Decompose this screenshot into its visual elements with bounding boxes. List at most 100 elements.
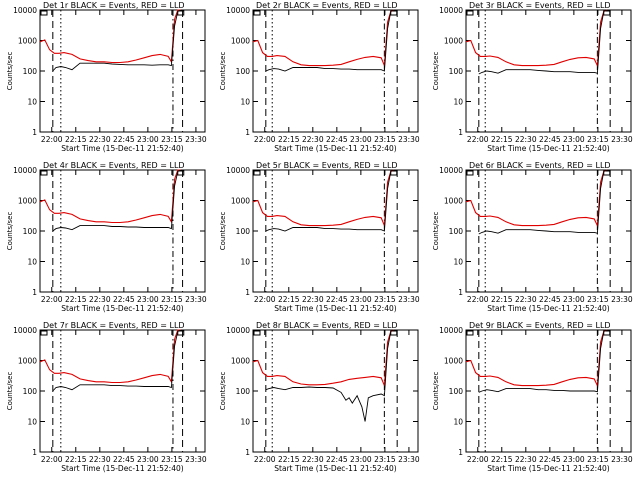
y-tick-label: 1000 (444, 37, 463, 46)
x-tick-label: 22:00 (41, 295, 63, 304)
x-tick-label: 22:15 (278, 295, 300, 304)
plot-frame (39, 329, 206, 453)
x-tick-label: 22:30 (515, 135, 537, 144)
y-tick-label: 100 (23, 67, 38, 76)
corner-marker (466, 330, 474, 336)
x-tick-label: 23:30 (185, 135, 207, 144)
x-tick-label: 22:00 (41, 455, 63, 464)
x-tick-label: 23:15 (587, 135, 609, 144)
y-tick-label: 10 (27, 418, 37, 427)
x-tick-label: 22:15 (491, 455, 513, 464)
detector-panel: Det 1r BLACK = Events, RED = LLD 1 10 100 10… (6, 1, 207, 153)
y-tick-label: 10 (453, 258, 463, 267)
panel-title: Det 5r BLACK = Events, RED = LLD (256, 161, 398, 170)
events-series-line (478, 329, 608, 393)
y-tick-label: 1 (458, 448, 463, 457)
y-tick-label: 1000 (444, 197, 463, 206)
y-axis-title: Counts/sec (432, 52, 440, 91)
lld-series-line (252, 9, 395, 67)
lld-series-line (252, 169, 395, 227)
x-tick-label: 22:00 (467, 135, 489, 144)
events-series-line (52, 329, 182, 392)
y-axis-title: Counts/sec (219, 372, 227, 411)
events-series-line (478, 9, 608, 75)
corner-marker (40, 330, 48, 336)
x-tick-label: 23:15 (161, 455, 183, 464)
events-series-line (52, 169, 182, 232)
corner-marker (466, 170, 474, 176)
x-tick-label: 23:30 (398, 295, 420, 304)
y-tick-label: 1 (245, 448, 250, 457)
y-tick-label: 10 (240, 258, 250, 267)
x-tick-label: 22:45 (326, 135, 348, 144)
plot-frame (252, 329, 419, 453)
plot-frame (39, 169, 206, 293)
x-tick-label: 22:30 (89, 135, 111, 144)
y-tick-label: 1 (458, 128, 463, 137)
y-tick-label: 1000 (231, 37, 250, 46)
y-tick-label: 1 (32, 128, 37, 137)
x-tick-label: 22:30 (302, 295, 324, 304)
panel-title: Det 1r BLACK = Events, RED = LLD (43, 1, 185, 10)
lld-series-line (39, 9, 181, 64)
y-tick-label: 100 (236, 387, 251, 396)
x-tick-label: 22:15 (65, 295, 87, 304)
x-tick-label: 23:00 (137, 135, 159, 144)
x-axis-title: Start Time (15-Dec-11 21:52:40) (487, 144, 609, 153)
y-tick-label: 10000 (439, 166, 463, 175)
y-tick-label: 10000 (226, 326, 250, 335)
x-tick-label: 22:45 (539, 455, 561, 464)
x-tick-label: 23:00 (137, 455, 159, 464)
x-axis-title: Start Time (15-Dec-11 21:52:40) (274, 304, 396, 313)
y-axis-title: Counts/sec (6, 372, 14, 411)
corner-marker (253, 330, 261, 336)
y-tick-label: 100 (449, 387, 464, 396)
plot-frame (465, 329, 632, 453)
events-series-line (265, 329, 395, 422)
x-tick-label: 23:15 (161, 295, 183, 304)
x-tick-label: 23:00 (350, 135, 372, 144)
x-tick-label: 23:00 (563, 455, 585, 464)
x-tick-label: 22:30 (89, 295, 111, 304)
y-tick-label: 100 (23, 387, 38, 396)
x-tick-label: 22:45 (113, 135, 135, 144)
y-tick-label: 1000 (18, 197, 37, 206)
x-tick-label: 22:00 (254, 295, 276, 304)
lld-series-line (39, 169, 181, 224)
y-tick-label: 1 (458, 288, 463, 297)
detector-panel: Det 2r BLACK = Events, RED = LLD 1 10 100 10… (219, 1, 420, 153)
x-tick-label: 22:45 (326, 295, 348, 304)
panel-title: Det 7r BLACK = Events, RED = LLD (43, 321, 185, 330)
x-tick-label: 22:15 (278, 455, 300, 464)
x-tick-label: 23:00 (563, 135, 585, 144)
x-tick-label: 22:30 (302, 135, 324, 144)
panel-title: Det 8r BLACK = Events, RED = LLD (256, 321, 398, 330)
y-axis-title: Counts/sec (6, 212, 14, 251)
y-tick-label: 10000 (13, 326, 37, 335)
y-tick-label: 1 (32, 288, 37, 297)
y-tick-label: 100 (236, 227, 251, 236)
y-tick-label: 10000 (226, 6, 250, 15)
y-tick-label: 10 (240, 98, 250, 107)
x-tick-label: 22:30 (302, 455, 324, 464)
corner-marker (466, 10, 474, 16)
x-axis-title: Start Time (15-Dec-11 21:52:40) (487, 464, 609, 473)
x-tick-label: 22:15 (491, 295, 513, 304)
y-tick-label: 100 (23, 227, 38, 236)
lld-series-line (465, 169, 608, 228)
events-series-line (265, 169, 395, 232)
y-tick-label: 10000 (439, 326, 463, 335)
x-axis-title: Start Time (15-Dec-11 21:52:40) (61, 464, 183, 473)
y-tick-label: 1000 (18, 357, 37, 366)
corner-marker (40, 10, 48, 16)
corner-marker (40, 170, 48, 176)
plot-frame (39, 9, 206, 133)
events-series-line (52, 9, 182, 72)
y-tick-label: 10 (27, 258, 37, 267)
x-tick-label: 23:15 (374, 135, 396, 144)
x-tick-label: 23:30 (611, 455, 633, 464)
panel-title: Det 6r BLACK = Events, RED = LLD (469, 161, 611, 170)
x-tick-label: 22:15 (65, 455, 87, 464)
y-tick-label: 10000 (13, 6, 37, 15)
